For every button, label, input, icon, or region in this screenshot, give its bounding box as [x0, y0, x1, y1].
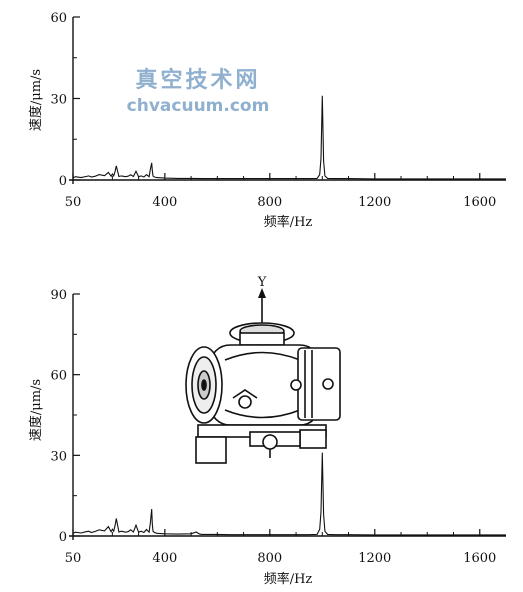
chart-bottom-series-line	[72, 452, 506, 536]
chart-1-xtick-label: 50	[65, 551, 82, 566]
chart-bottom-axes	[69, 294, 506, 540]
chart-0-ytick-label: 60	[50, 11, 67, 26]
chart-1-xtick-label: 400	[152, 551, 177, 566]
chart-0-ytick-label: 0	[59, 174, 67, 189]
chart-1-ytick-label: 60	[50, 369, 67, 384]
chart-top-ticks: 0 30 60 50 400 800 1200 1600	[50, 11, 496, 210]
chart-top-series-line	[72, 95, 506, 180]
chart-0-ytick-label: 30	[50, 93, 67, 108]
chart-1-xtick-label: 1600	[463, 551, 496, 566]
chart-0-xtick-label: 50	[65, 195, 82, 210]
watermark-line1: 真空技术网	[135, 67, 260, 93]
chart-1-xtick-label: 800	[257, 551, 282, 566]
chart-0-xtick-label: 1200	[358, 195, 391, 210]
chart-bottom-xlabel: 频率/Hz	[264, 571, 313, 587]
chart-1-ytick-label: 0	[59, 530, 67, 545]
watermark: 真空技术网 chvacuum.com	[127, 67, 270, 116]
chart-1-ytick-label: 90	[50, 288, 67, 303]
chart-bottom-ticks: 0 30 60 90 50 400 800 1200 1600	[50, 288, 496, 566]
chart-1-ytick-label: 30	[50, 449, 67, 464]
chart-0-xtick-label: 800	[257, 195, 282, 210]
chart-bottom: 0 30 60 90 50 400 800 1200 1600 Y	[28, 275, 506, 587]
chart-top-axes	[69, 17, 506, 184]
watermark-line2: chvacuum.com	[127, 96, 270, 116]
chart-0-xtick-label: 400	[152, 195, 177, 210]
chart-0-xtick-label: 1600	[463, 195, 496, 210]
chart-top-ylabel: 速度/μm/s	[28, 69, 44, 131]
chart-top-xlabel: 频率/Hz	[264, 214, 313, 230]
vacuum-pump-drawing-icon: Y	[185, 275, 341, 464]
chart-1-xtick-label: 1200	[358, 551, 391, 566]
chart-top: 0 30 60 50 400 800 1200 1600 频率/Hz 速度/μm/s	[28, 11, 506, 230]
inset-y-label: Y	[257, 275, 267, 290]
chart-bottom-ylabel: 速度/μm/s	[28, 379, 44, 441]
